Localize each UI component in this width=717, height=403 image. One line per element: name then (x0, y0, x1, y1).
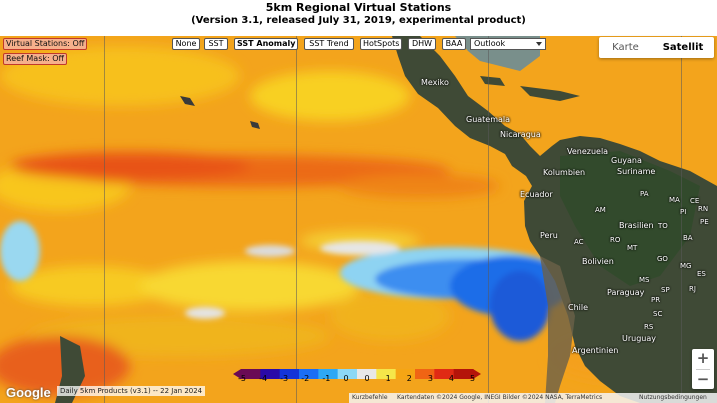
zoom-in-button[interactable]: + (696, 349, 710, 367)
state-label: SC (653, 310, 663, 318)
state-label: AM (595, 206, 606, 214)
legend-swatch (376, 369, 397, 379)
legend-swatch (434, 369, 455, 379)
state-label: RO (610, 236, 621, 244)
map-type-satellit[interactable]: Satellit (662, 42, 704, 53)
legend-swatch (279, 369, 300, 379)
legend-colorbar (233, 369, 481, 379)
state-label: TO (658, 222, 668, 230)
legend-tick-label: 0 (364, 374, 370, 383)
state-label: MA (669, 196, 680, 204)
keyboard-shortcuts-link[interactable]: Kurzbefehle (352, 394, 388, 401)
legend-tick-label: -5 (238, 374, 246, 383)
attribution-bar: Kurzbefehle Kartendaten ©2024 Google, IN… (349, 393, 717, 403)
state-label: CE (690, 197, 700, 205)
layer-dhw-button[interactable]: DHW (408, 38, 436, 50)
state-label: GO (657, 255, 668, 263)
page-title: 5km Regional Virtual Stations (265, 1, 452, 14)
zoom-out-button[interactable]: − (696, 370, 710, 388)
place-label: Chile (568, 303, 589, 312)
longitude-gridline (681, 36, 682, 403)
anomaly-legend: -5 -4 -3 -2 -1 0 0 1 2 3 4 5 (233, 364, 481, 386)
place-label: Ecuador (520, 190, 553, 199)
legend-swatch (299, 369, 319, 379)
layer-sst-button[interactable]: SST (204, 38, 228, 50)
legend-cap-high (473, 369, 481, 379)
place-label: Mexiko (421, 78, 449, 87)
place-label: Guatemala (466, 115, 511, 124)
sst-anomaly-overlay (0, 36, 717, 403)
chevron-down-icon (536, 42, 542, 46)
zoom-control: + − (692, 349, 714, 389)
legend-swatch (357, 369, 377, 379)
reef-mask-toggle[interactable]: Reef Mask: Off (3, 53, 68, 65)
product-date-label: Daily 5km Products (v3.1) -- 22 Jan 2024 (57, 386, 206, 396)
state-label: PE (700, 218, 709, 226)
place-label: Bolivien (582, 257, 614, 266)
state-label: ES (697, 270, 706, 278)
state-label: PI (680, 208, 687, 216)
place-label: Paraguay (607, 288, 645, 297)
state-label: RJ (689, 285, 696, 293)
legend-tick-label: 3 (427, 374, 433, 383)
longitude-gridline (104, 36, 105, 403)
layer-hotspots-button[interactable]: HotSpots (360, 38, 402, 50)
outlook-select[interactable]: Outlook (470, 38, 546, 50)
terms-link[interactable]: Nutzungsbedingungen (639, 394, 707, 401)
legend-tick-label: 2 (406, 374, 412, 383)
state-label: RN (698, 205, 709, 213)
place-label: Peru (540, 231, 558, 240)
outlook-select-value: Outlook (474, 39, 506, 48)
layer-none-button[interactable]: None (172, 38, 200, 50)
place-label: Kolumbien (543, 168, 586, 177)
place-label: Argentinien (572, 346, 619, 355)
legend-cap-low (233, 369, 241, 379)
layer-baa-button[interactable]: BAA (442, 38, 466, 50)
legend-tick-label: -2 (301, 374, 310, 383)
legend-tick-label: -4 (259, 374, 268, 383)
legend-swatch (415, 369, 435, 379)
state-label: MS (639, 276, 650, 284)
legend-swatch (453, 369, 474, 379)
state-label: MG (680, 262, 692, 270)
longitude-gridline (488, 36, 489, 403)
state-label: SP (661, 286, 670, 294)
page-subtitle: (Version 3.1, released July 31, 2019, ex… (191, 15, 526, 26)
virtual-stations-toggle[interactable]: Virtual Stations: Off (3, 38, 88, 50)
place-label: Nicaragua (500, 130, 541, 139)
longitude-gridline (296, 36, 297, 403)
state-label: PR (651, 296, 661, 304)
legend-tick-label: 1 (385, 374, 391, 383)
map-canvas[interactable] (0, 36, 717, 403)
google-logo: Google (6, 385, 51, 400)
zoom-divider (696, 369, 710, 370)
state-label: AC (574, 238, 584, 246)
legend-tick-label: -1 (322, 374, 331, 383)
legend-swatch (318, 369, 339, 379)
place-label: Venezuela (567, 147, 609, 156)
place-label: Suriname (617, 167, 656, 176)
legend-tick-label: 4 (448, 374, 454, 383)
place-label: Brasilien (619, 221, 654, 230)
map-data-attribution: Kartendaten ©2024 Google, INEGI Bilder ©… (397, 394, 603, 401)
legend-swatch (241, 369, 261, 379)
legend-swatch (260, 369, 281, 379)
title-block: 5km Regional Virtual Stations (Version 3… (0, 0, 717, 36)
place-label: Guyana (611, 156, 642, 165)
map-type-karte[interactable]: Karte (612, 42, 639, 53)
layer-sst-trend-button[interactable]: SST Trend (304, 38, 354, 50)
legend-tick-label: -3 (280, 374, 289, 383)
state-label: RS (644, 323, 654, 331)
place-label: Uruguay (622, 334, 656, 343)
legend-tick-label: 5 (470, 374, 476, 383)
legend-tick-label: 0 (343, 374, 349, 383)
state-label: PA (640, 190, 649, 198)
state-label: BA (683, 234, 693, 242)
map-type-control: Karte Satellit (599, 37, 714, 58)
state-label: MT (627, 244, 638, 252)
legend-swatch (337, 369, 358, 379)
legend-swatch (395, 369, 416, 379)
layer-sst-anomaly-button[interactable]: SST Anomaly (234, 38, 298, 50)
